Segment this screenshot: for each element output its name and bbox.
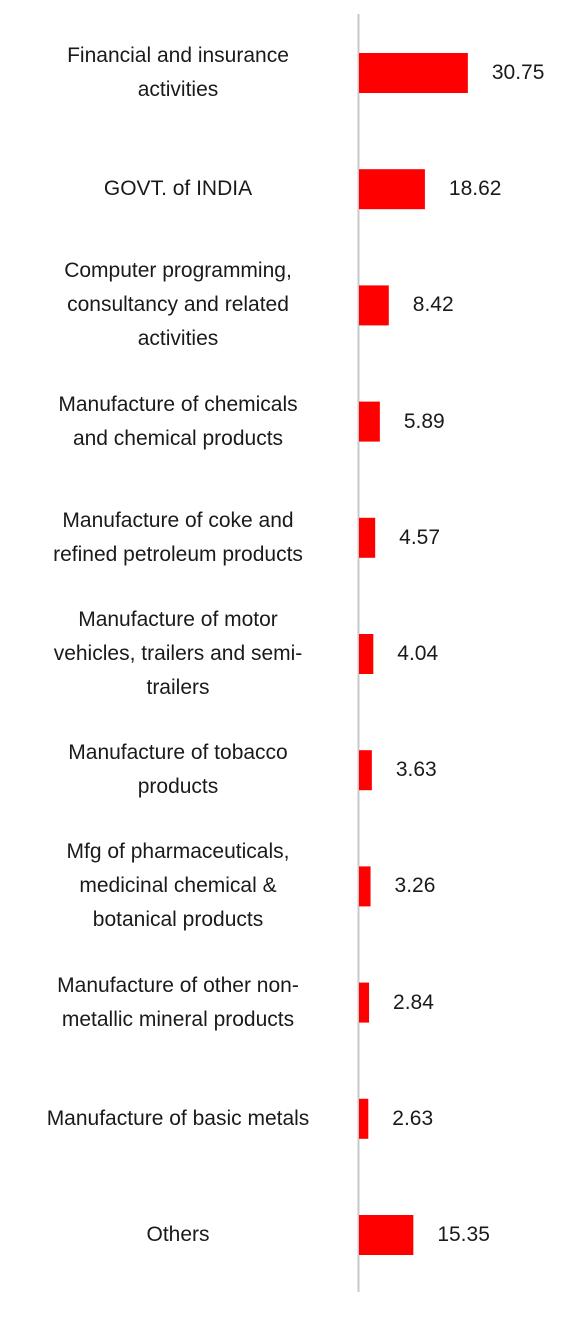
data-label: 8.42 — [412, 293, 454, 317]
data-label: 30.75 — [491, 61, 545, 84]
bar — [359, 982, 370, 1023]
category-label: Financial and insurance activities — [67, 44, 289, 101]
category-label: Others — [146, 1223, 210, 1246]
bar — [359, 517, 376, 558]
data-label: 18.62 — [448, 177, 502, 201]
data-label: 3.63 — [395, 758, 437, 782]
data-label: 2.63 — [392, 1106, 434, 1130]
bar — [359, 866, 371, 907]
bar-series — [359, 53, 468, 1255]
data-label: 5.89 — [403, 409, 445, 433]
bar — [359, 401, 380, 442]
category-label: Manufacture of tobacco products — [68, 741, 288, 799]
category-label: Computer programming, consultancy and re… — [64, 259, 292, 351]
bar — [359, 750, 372, 791]
bar — [359, 634, 374, 674]
bar — [359, 1098, 369, 1139]
data-label: 3.26 — [394, 874, 436, 898]
category-label: Mfg of pharmaceuticals, medicinal chemic… — [66, 840, 290, 932]
category-label: Manufacture of coke and refined petroleu… — [53, 508, 303, 566]
category-label: Manufacture of chemicals and chemical pr… — [58, 392, 298, 450]
category-label: Manufacture of motor vehicles, trailers … — [53, 608, 303, 699]
data-label: 4.04 — [397, 642, 439, 665]
data-label: 15.35 — [437, 1223, 490, 1246]
category-label: Manufacture of other non- metallic miner… — [57, 973, 299, 1031]
data-label: 4.57 — [399, 525, 441, 549]
data-label: 2.84 — [393, 990, 434, 1014]
bar — [359, 53, 468, 93]
bar — [359, 285, 389, 326]
category-label: GOVT. of INDIA — [103, 177, 253, 201]
bar — [359, 169, 425, 210]
category-label: Manufacture of basic metals — [46, 1106, 310, 1130]
bar — [359, 1215, 414, 1255]
